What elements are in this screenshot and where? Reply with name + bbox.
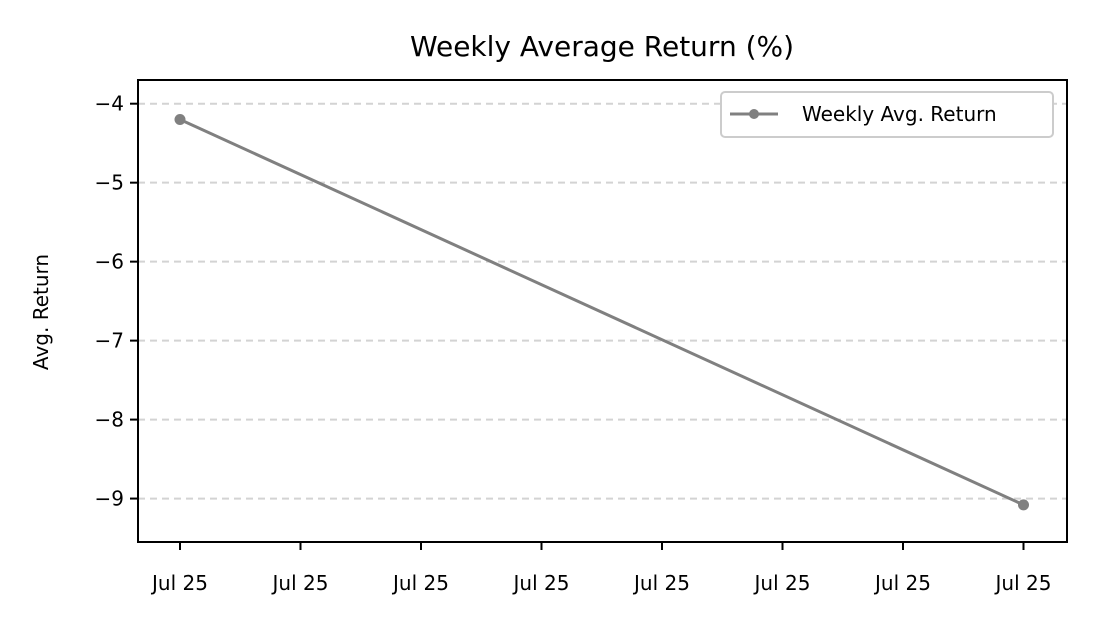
x-tick-label: Jul 25 — [632, 571, 690, 595]
data-point — [174, 113, 186, 125]
legend: Weekly Avg. Return — [720, 91, 1054, 138]
y-tick-label: −4 — [95, 92, 124, 116]
plot-frame — [137, 79, 1068, 543]
series-points — [174, 113, 1029, 511]
x-tick-label: Jul 25 — [150, 571, 208, 595]
y-tick-label: −5 — [95, 171, 124, 195]
x-tick-label: Jul 25 — [753, 571, 811, 595]
y-tick-label: −6 — [95, 250, 124, 274]
chart-title: Weekly Average Return (%) — [410, 30, 794, 63]
x-tick-label: Jul 25 — [271, 571, 329, 595]
x-tick-label: Jul 25 — [873, 571, 931, 595]
y-axis-label: Avg. Return — [29, 254, 53, 370]
y-tick-label: −9 — [95, 487, 124, 511]
x-axis-ticks: Jul 25 Jul 25 Jul 25 Jul 25 Jul 25 Jul 25 Jul … — [150, 542, 1051, 595]
data-point — [1018, 499, 1029, 511]
y-axis-ticks: −4 −5 −6 −7 −8 −9 — [95, 92, 138, 511]
x-tick-label: Jul 25 — [391, 571, 449, 595]
x-tick-label: Jul 25 — [994, 571, 1052, 595]
series-line — [179, 118, 1025, 507]
y-tick-label: −8 — [95, 408, 124, 432]
legend-entry-label: Weekly Avg. Return — [802, 102, 997, 126]
legend-marker-swatch — [749, 109, 759, 119]
x-tick-label: Jul 25 — [512, 571, 570, 595]
legend-box — [720, 91, 1054, 138]
series-lines — [179, 118, 1025, 507]
y-tick-label: −7 — [95, 329, 124, 353]
